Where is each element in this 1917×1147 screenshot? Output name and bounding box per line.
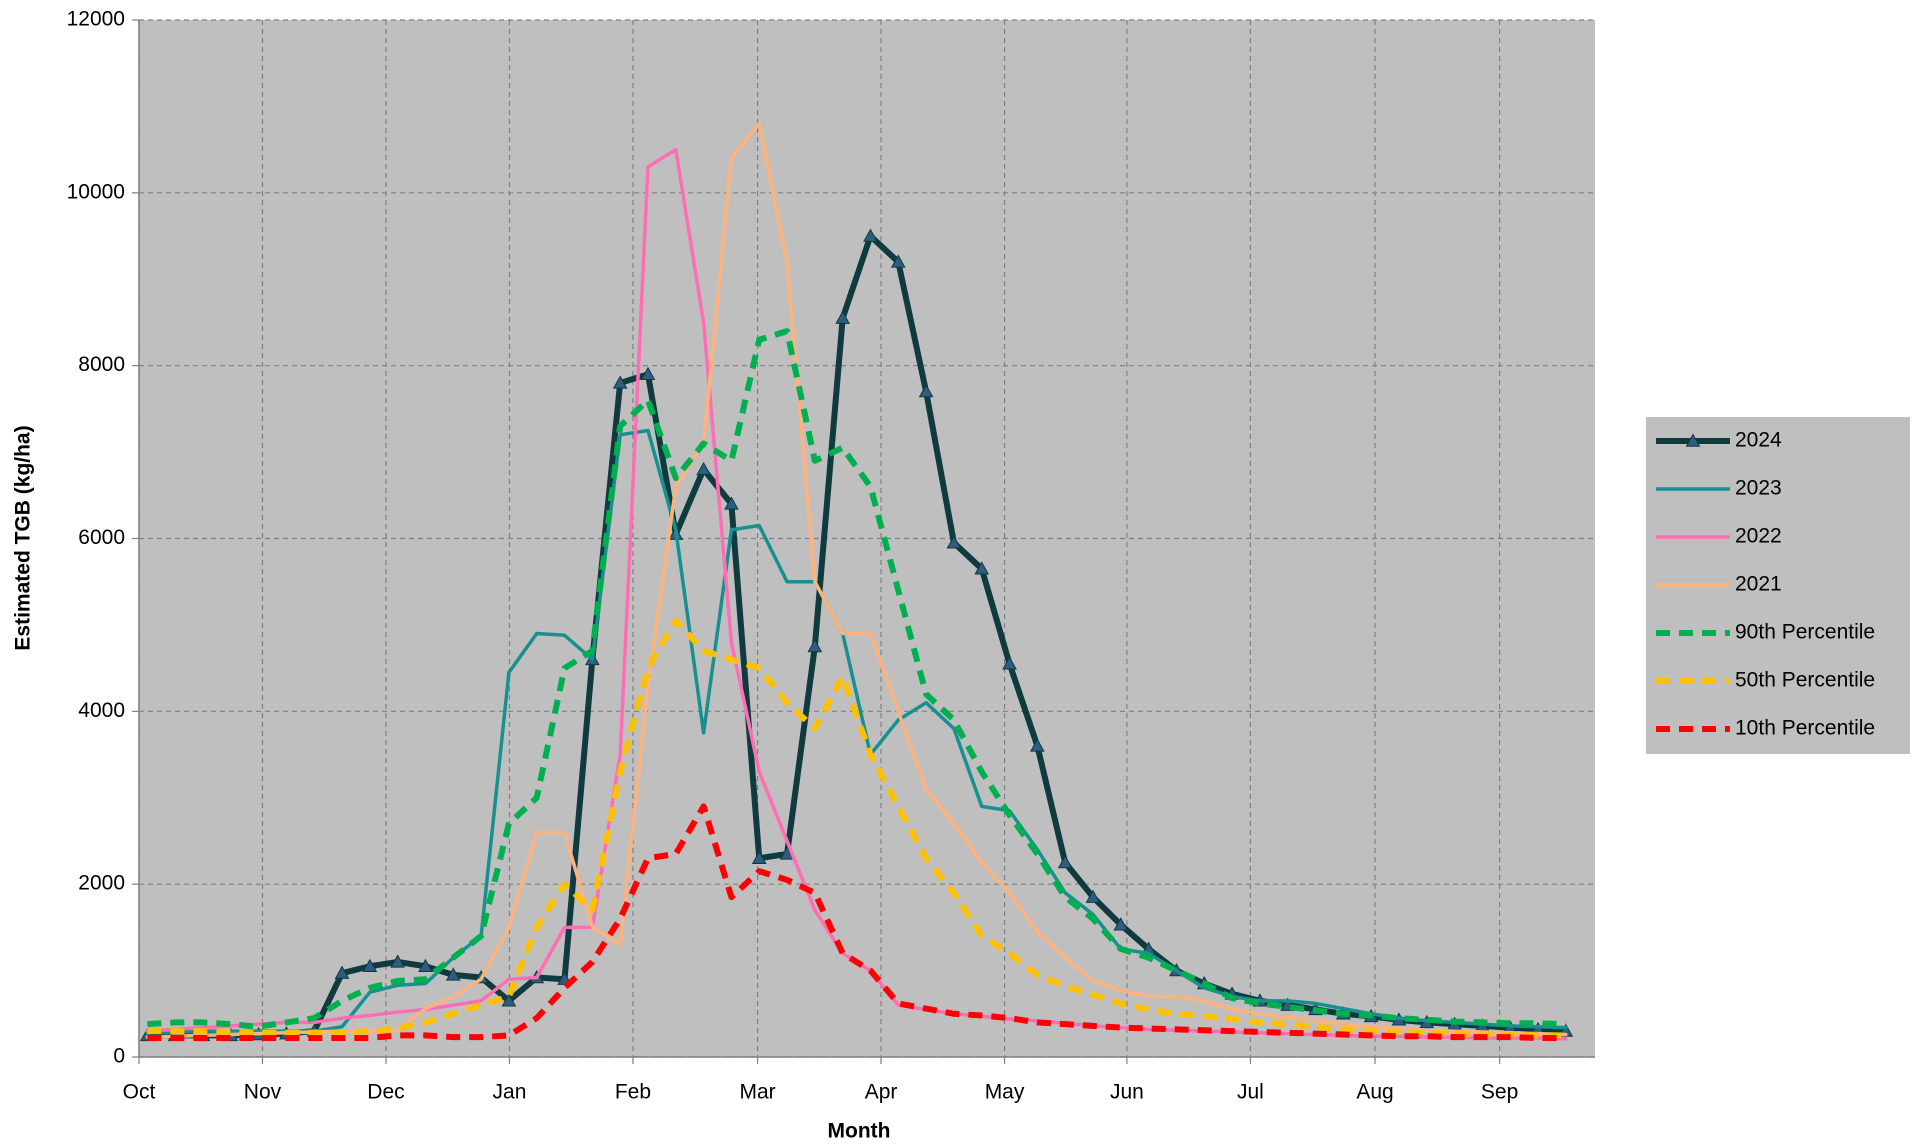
data-point <box>918 384 934 398</box>
data-point <box>501 993 517 1007</box>
data-point <box>362 958 378 972</box>
data-point <box>1085 889 1101 903</box>
data-point <box>863 228 878 242</box>
data-point <box>390 954 406 968</box>
data-point <box>1002 656 1017 670</box>
x-tick-label: Oct <box>123 1081 156 1104</box>
y-tick-label: 6000 <box>78 526 125 549</box>
y-axis-title: Estimated TGB (kg/ha) <box>12 425 35 650</box>
x-tick-label: Dec <box>367 1081 404 1104</box>
data-point <box>1113 917 1129 931</box>
series-line <box>144 233 1569 1039</box>
y-tick-label: 2000 <box>78 872 125 895</box>
legend-label: 90th Percentile <box>1735 621 1875 644</box>
series-lines <box>139 121 1574 1042</box>
x-tick-label: Mar <box>739 1081 775 1104</box>
series-line <box>145 428 1568 1035</box>
series-line <box>147 803 1566 1041</box>
series-line <box>147 617 1566 1039</box>
data-point <box>946 535 962 549</box>
y-tick-label: 0 <box>113 1045 125 1068</box>
x-tick-label: May <box>985 1081 1025 1104</box>
y-tick-label: 10000 <box>67 180 125 203</box>
data-point <box>724 496 739 510</box>
data-point <box>974 561 990 575</box>
x-tick-label: Jun <box>1110 1081 1144 1104</box>
legend: 2024 2023 2022 2021 90th Percentile 50th Perc… <box>1656 429 1875 740</box>
data-point <box>418 958 433 972</box>
y-tick-label: 4000 <box>78 699 125 722</box>
data-point <box>696 461 711 476</box>
x-tick-label: Sep <box>1481 1081 1518 1104</box>
x-tick-label: Aug <box>1356 1081 1393 1104</box>
x-tick-label: Jan <box>493 1081 527 1104</box>
legend-label: 50th Percentile <box>1735 669 1875 692</box>
x-tick-label: Jul <box>1237 1081 1264 1104</box>
data-point <box>640 366 656 381</box>
x-tick-label: Feb <box>615 1081 651 1104</box>
legend-label: 2022 <box>1735 525 1782 548</box>
legend-label: 2021 <box>1735 573 1782 596</box>
legend-marker <box>1685 433 1701 447</box>
data-point <box>1057 855 1073 869</box>
y-tick-label: 12000 <box>67 8 125 31</box>
data-point <box>751 850 767 864</box>
data-point <box>835 310 851 324</box>
data-point <box>445 967 461 981</box>
legend-label: 10th Percentile <box>1735 717 1875 740</box>
legend-label: 2023 <box>1735 477 1782 500</box>
plot-area <box>139 20 1595 1057</box>
data-point <box>612 375 628 389</box>
x-axis-title: Month <box>828 1120 891 1143</box>
data-point <box>807 638 823 653</box>
data-point <box>1030 738 1045 752</box>
data-point <box>890 254 906 268</box>
legend-label: 2024 <box>1735 429 1782 452</box>
x-tick-label: Nov <box>244 1081 282 1104</box>
data-point <box>334 965 350 979</box>
x-tick-label: Apr <box>865 1081 898 1104</box>
y-tick-label: 8000 <box>78 353 125 376</box>
